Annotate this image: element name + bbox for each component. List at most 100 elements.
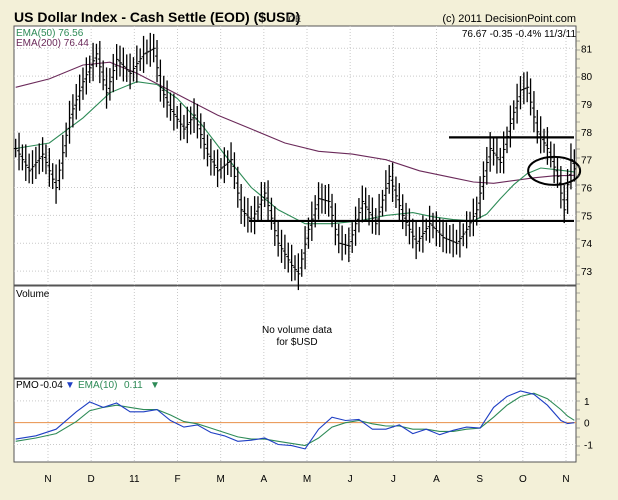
- price-bar: [424, 218, 429, 241]
- price-bar: [346, 227, 351, 263]
- price-bar: [43, 144, 48, 175]
- price-bar: [552, 143, 557, 184]
- price-bar: [457, 220, 462, 258]
- price-bar: [205, 134, 210, 167]
- price-bar: [101, 60, 106, 91]
- price-bar: [64, 122, 69, 158]
- price-bar: [521, 72, 526, 105]
- pmo-y-tick-label: -1: [584, 441, 593, 452]
- price-bar: [47, 148, 52, 187]
- price-bar: [222, 147, 227, 184]
- price-bar: [239, 184, 244, 224]
- price-bar: [488, 132, 493, 172]
- price-bar: [165, 80, 170, 118]
- price-bar: [414, 221, 419, 260]
- y-tick-label: 78: [581, 128, 593, 139]
- panel-frame-2: [13, 378, 577, 463]
- price-bar: [363, 187, 368, 222]
- price-bar: [518, 76, 523, 110]
- price-bar: [218, 158, 223, 179]
- price-bar: [400, 194, 405, 230]
- y-tick-label: 77: [581, 156, 593, 167]
- price-bar: [144, 39, 149, 65]
- price-bar: [17, 132, 22, 171]
- price-bar: [178, 103, 183, 141]
- price-bar: [151, 33, 156, 63]
- price-bar: [478, 176, 483, 219]
- price-bar: [80, 67, 85, 100]
- price-bar: [565, 168, 570, 214]
- price-bar: [383, 170, 388, 212]
- price-bar: [50, 163, 55, 190]
- grid-layer: [13, 25, 577, 463]
- ema-layer: [15, 61, 575, 225]
- price-bar: [484, 146, 489, 185]
- pmo-legend-label: PMO: [16, 380, 39, 391]
- price-bar: [195, 103, 200, 139]
- price-bar: [498, 147, 503, 174]
- price-bar: [326, 184, 331, 217]
- price-bar: [33, 146, 38, 180]
- price-bar: [353, 206, 358, 246]
- price-bar: [266, 180, 271, 222]
- pmo-ema-line: [15, 392, 575, 447]
- price-bar: [70, 94, 75, 128]
- price-bar: [138, 48, 143, 71]
- price-bar: [215, 149, 220, 188]
- pmo-ema-legend-label: EMA(10): [78, 380, 117, 391]
- no-volume-message: No volume data: [262, 325, 332, 336]
- price-bar: [118, 45, 123, 77]
- price-bar: [225, 150, 230, 176]
- panel-frame-1: [13, 285, 577, 379]
- price-bar: [461, 223, 466, 247]
- x-tick-label: 11: [129, 474, 140, 485]
- price-bar: [155, 40, 160, 83]
- price-bar: [525, 71, 530, 103]
- x-tick-label: M: [303, 474, 311, 485]
- price-bar: [208, 138, 213, 176]
- price-bar: [13, 138, 18, 158]
- pmo-legend-value: -0.04: [40, 380, 63, 391]
- price-bar: [387, 164, 392, 194]
- price-bar: [60, 134, 65, 180]
- x-tick-label: A: [260, 474, 267, 485]
- price-bar: [286, 242, 291, 273]
- consolidation-ellipse: [527, 155, 582, 186]
- copyright: (c) 2011 DecisionPoint.com: [442, 13, 576, 25]
- price-bar: [114, 44, 119, 80]
- no-volume-symbol: for $USD: [276, 337, 317, 348]
- quote-readout: 76.67 -0.35 -0.4% 11/3/11: [462, 29, 577, 40]
- panel-frame-0: [13, 25, 577, 286]
- price-bar: [252, 196, 257, 235]
- price-bar: [245, 197, 250, 233]
- price-bar: [212, 150, 217, 176]
- price-bar: [111, 53, 116, 93]
- price-bar: [20, 144, 25, 171]
- price-bar: [370, 197, 375, 234]
- price-bar: [232, 152, 237, 190]
- axis-layer: N D 11 F M A M J J A S O N 73 74 75 76 77 78 79 80 81 1 0 -1: [44, 31, 593, 485]
- price-bar: [168, 92, 173, 121]
- price-bars: [13, 32, 577, 291]
- price-bar: [417, 226, 422, 252]
- price-bar: [481, 161, 486, 200]
- price-bar: [306, 217, 311, 249]
- price-bar: [528, 78, 533, 116]
- price-bar: [511, 100, 516, 130]
- price-bar: [276, 220, 281, 257]
- ema50-legend: EMA(50) 76.56: [16, 28, 84, 39]
- ema50-line: [15, 81, 575, 225]
- price-bar: [434, 211, 439, 247]
- price-bar: [259, 181, 264, 221]
- price-bar: [303, 226, 308, 270]
- price-bar: [97, 40, 102, 84]
- ema-down-arrow-icon: ▼: [150, 380, 160, 391]
- y-tick-label: 73: [581, 267, 593, 278]
- price-bar: [437, 217, 442, 248]
- x-tick-label: A: [433, 474, 440, 485]
- x-tick-label: J: [348, 474, 353, 485]
- price-bar: [91, 42, 96, 82]
- x-tick-label: M: [216, 474, 224, 485]
- price-bar: [410, 218, 415, 249]
- price-bar: [181, 114, 186, 140]
